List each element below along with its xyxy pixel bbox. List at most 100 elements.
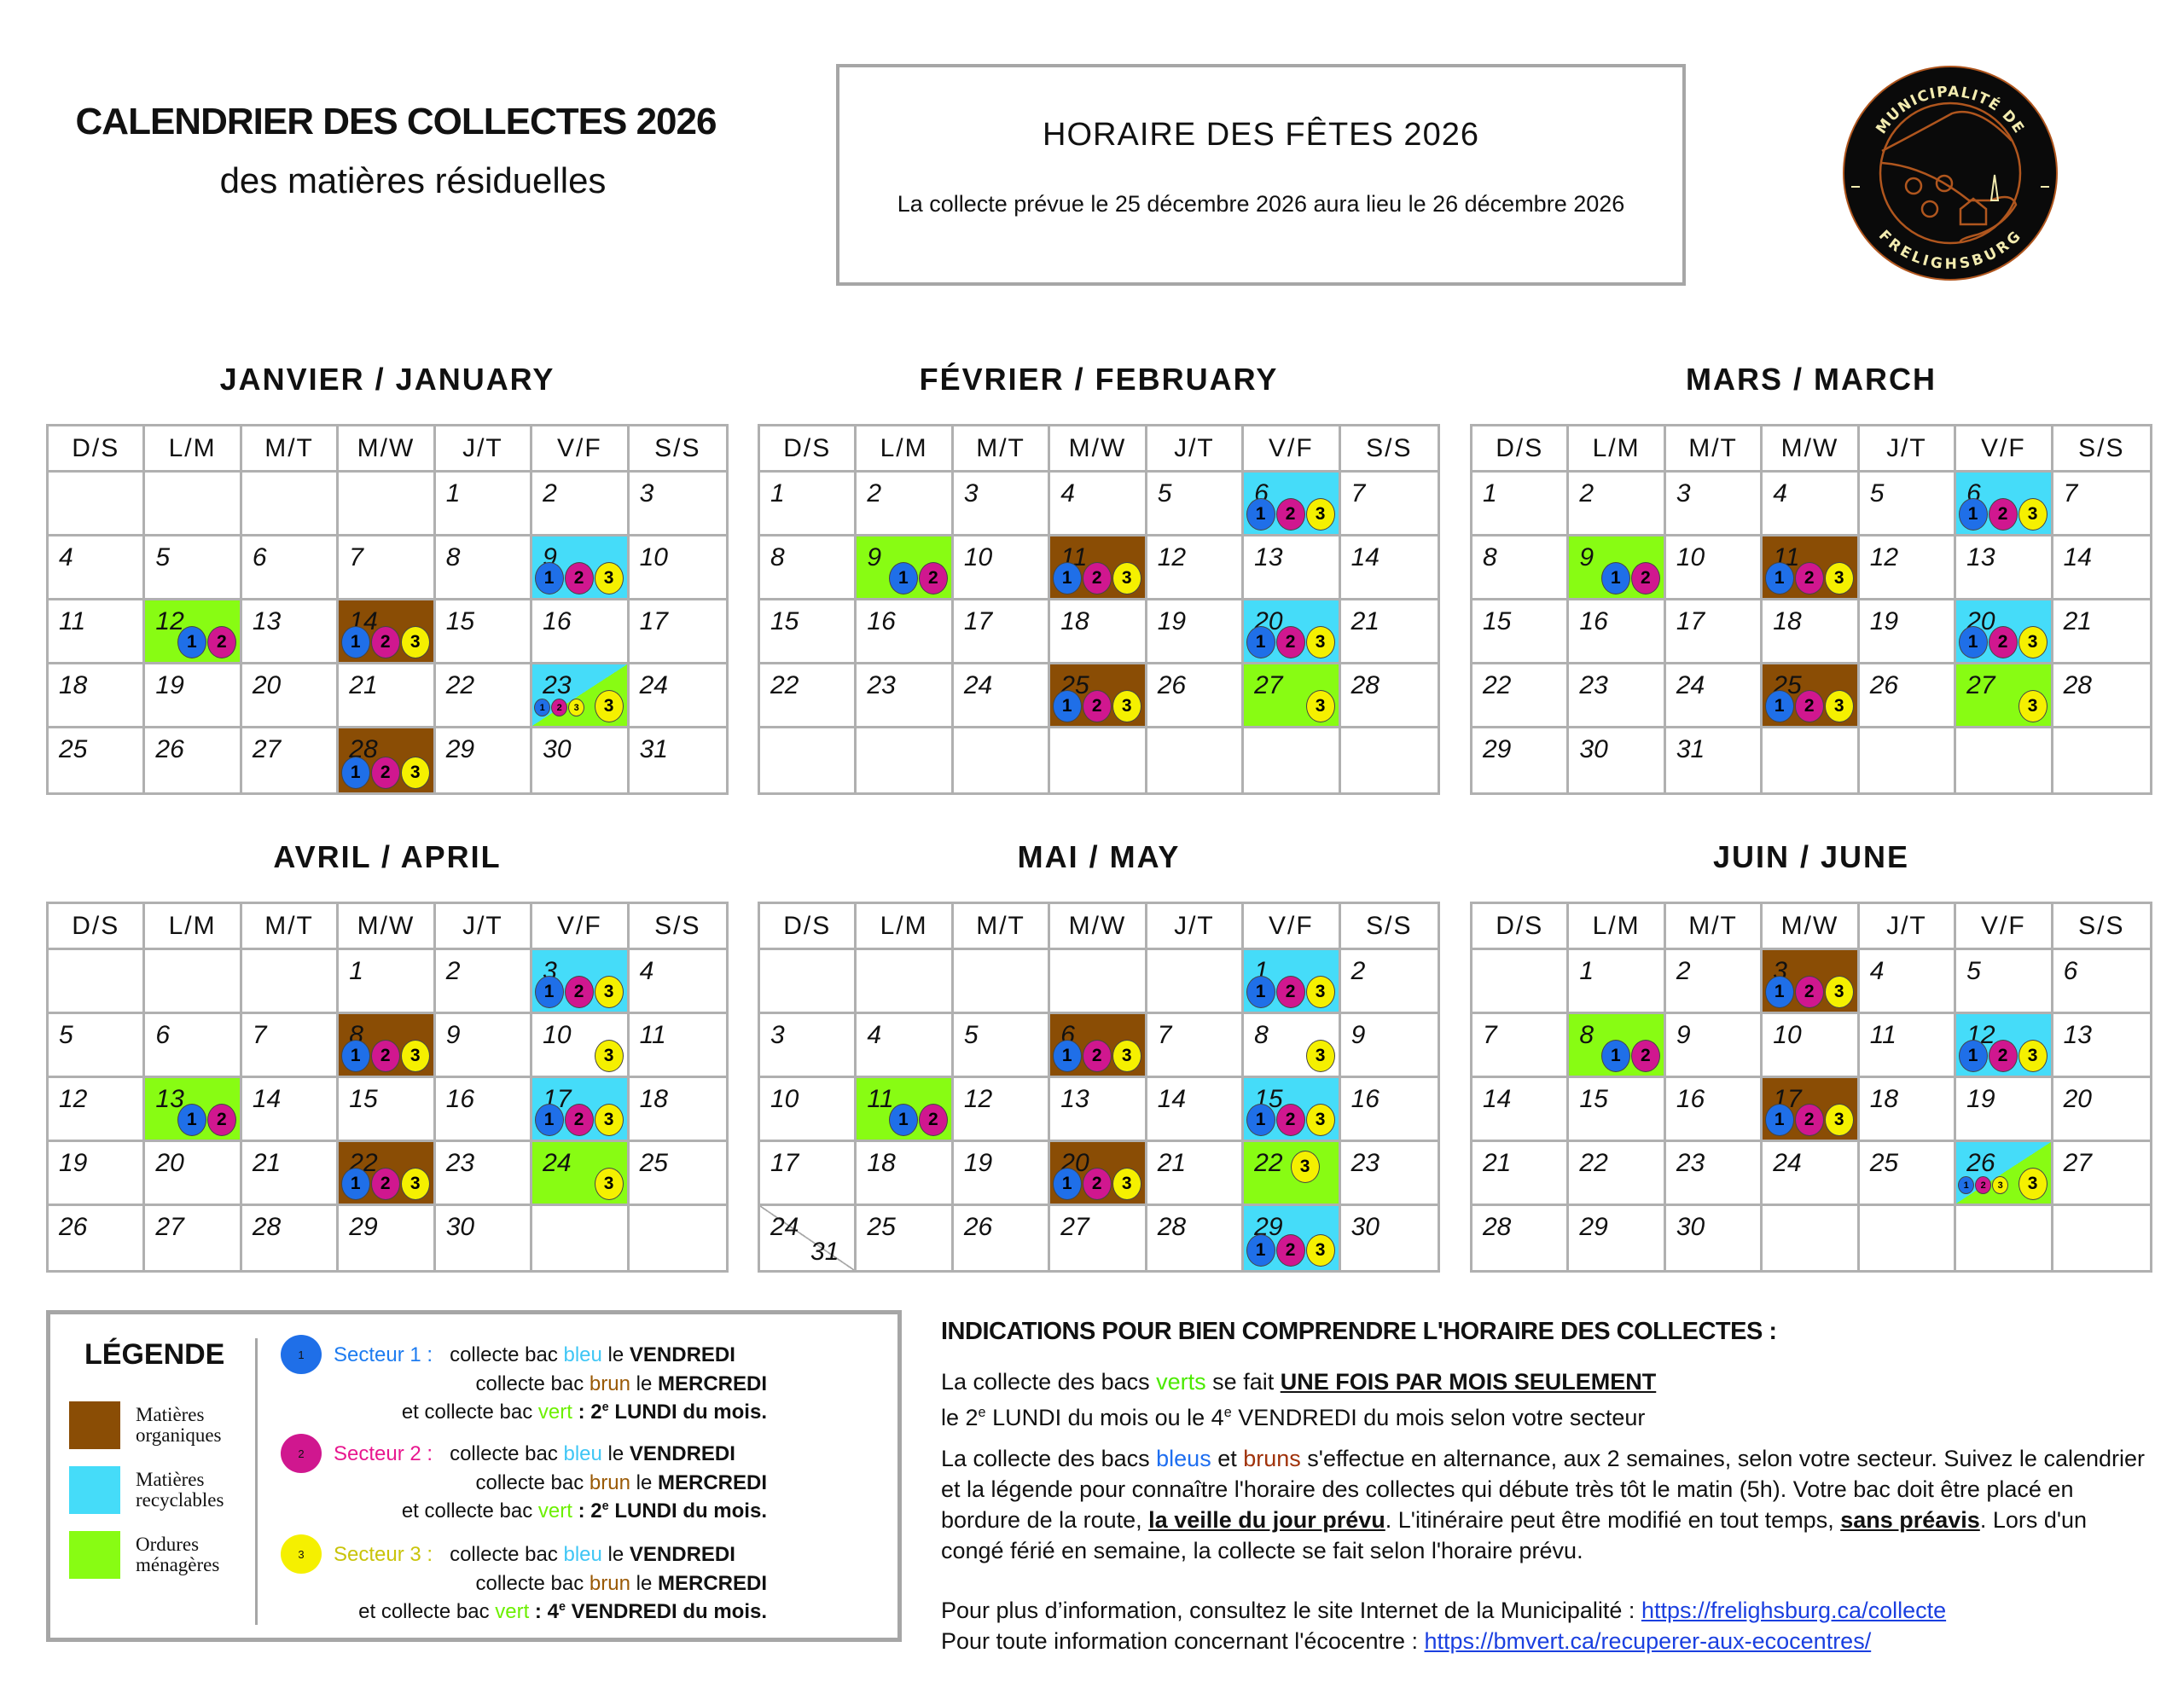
sector-2-badge: 2 [1975,1176,1992,1194]
day-cell [1472,950,1570,1014]
sector-1-badge: 1 [1052,690,1082,722]
day-number: 3 [770,1021,785,1049]
sector-3-badge: 3 [1305,1234,1335,1267]
sector-2-badge: 2 [1988,498,2018,531]
day-cell: 11 [1859,1014,1957,1078]
day-number: 30 [1579,735,1608,763]
sector-3-badge: 3 [594,1040,624,1072]
day-number: 26 [1869,671,1899,699]
sector-2-badge: 2 [564,1104,594,1136]
day-number: 2 [867,479,882,508]
day-number: 10 [639,543,668,571]
legend-swatch [69,1466,120,1514]
day-cell: 23 [857,664,954,728]
sector-1-badge: 1 [1764,1104,1794,1136]
link[interactable]: https://frelighsburg.ca/collecte [1641,1598,1947,1623]
legend-sector-3: 3 Secteur 3 : collecte bac bleu le VENDR… [281,1534,827,1628]
page-subtitle: des matières résiduelles [219,160,607,200]
weekday-header: D/S [760,904,857,950]
sector-1-badge: 1 [888,562,918,594]
text: collecte bac [450,1543,558,1566]
sector-3-badge: 3 [1112,690,1141,722]
weekday-header: S/S [1340,426,1438,473]
text: : [578,1401,585,1424]
day-number: 22 [445,671,475,699]
sector-1-badge: 1 [1764,562,1794,594]
day-cell: 15 [760,600,857,664]
day-number: 28 [252,1213,282,1241]
month-title: JANVIER / JANUARY [219,362,555,397]
day-number: 12 [59,1085,88,1113]
day-cell: 29 [436,728,533,792]
day-cell: 19 [953,1142,1051,1206]
weekday-header: J/T [1147,904,1245,950]
day-cell: 26 [954,1206,1051,1270]
day-cell: 27 3 [1244,664,1341,728]
day-number: 13 [1060,1085,1089,1113]
day-number: 24 [1773,1149,1802,1177]
holiday-schedule-box: HORAIRE DES FÊTES 2026 La collecte prévu… [836,64,1686,286]
day-cell [1050,950,1147,1014]
day-cell: 14 [1340,536,1438,600]
day-cell [532,1206,630,1270]
day-cell: 12 [953,1078,1051,1142]
sector-2-badge: 2 [1275,1234,1305,1267]
legend-title: LÉGENDE [84,1338,225,1371]
sector-badges: 3 [594,690,624,722]
day-number: 26 [59,1213,88,1241]
day-number: 18 [1773,607,1802,635]
day-number: 12 [963,1085,993,1113]
sector-line: Secteur 1 : collecte bac bleu le VENDRED… [334,1343,735,1367]
day-number: 1 [1483,479,1497,508]
link[interactable]: https://bmvert.ca/recuperer-aux-ecocentr… [1424,1628,1872,1654]
weekday-header: M/T [241,426,340,473]
sector-1-badge: 1 [1958,1040,1988,1072]
day-cell: 20 1 2 3 [1050,1142,1147,1206]
day-number: 4 [59,543,73,571]
day-cell: 21 [339,664,436,728]
day-cell: 2 [857,473,954,536]
day-cell: 26 1 2 3 3 [1956,1142,2053,1206]
sector-line: et collecte bac vert : 2e LUNDI du mois. [402,1401,767,1424]
day-cell: 10 [953,536,1051,600]
day-cell [2053,728,2150,792]
weekday-header: V/F [1956,904,2053,950]
sector-1-badge: 1 [1764,976,1794,1008]
legend-category: Matières organiques [69,1401,222,1449]
weekday-header: D/S [760,426,857,473]
text: La collecte des bacs [941,1446,1157,1471]
sector-2-badge: 2 [281,1434,322,1473]
sector-3-badge: 3 [1305,498,1335,531]
day-cell: 7 [1472,1014,1570,1078]
sector-1-badge: 1 [1958,626,1988,658]
day-number: 15 [349,1085,378,1113]
sector-1-badge: 1 [1246,976,1275,1008]
day-number: 2 [1579,479,1594,508]
sector-badges: 3 [1305,1040,1335,1072]
day-cell: 6 [241,536,340,600]
day-cell: 16 [1569,600,1666,664]
day-number: 27 [1060,1213,1089,1241]
indications: INDICATIONS POUR BIEN COMPRENDRE L'HORAI… [941,1318,2152,1656]
sector-3-badge: 3 [400,757,430,789]
sector-2-badge: 2 [564,976,594,1008]
sector-2-badge: 2 [918,562,948,594]
day-cell: 15 [435,600,533,664]
weekday-header: M/T [1665,426,1763,473]
day-number: 10 [543,1021,572,1049]
day-cell: 1 [1569,950,1666,1014]
day-cell: 10 [1665,536,1763,600]
day-number: 5 [1157,479,1172,508]
sector-3-badge: 3 [400,1168,430,1200]
sector-2-badge: 2 [1794,1104,1824,1136]
day-cell [1244,728,1341,792]
sector-1-badge: 1 [1958,1176,1975,1194]
month-title: MARS / MARCH [1686,362,1937,397]
